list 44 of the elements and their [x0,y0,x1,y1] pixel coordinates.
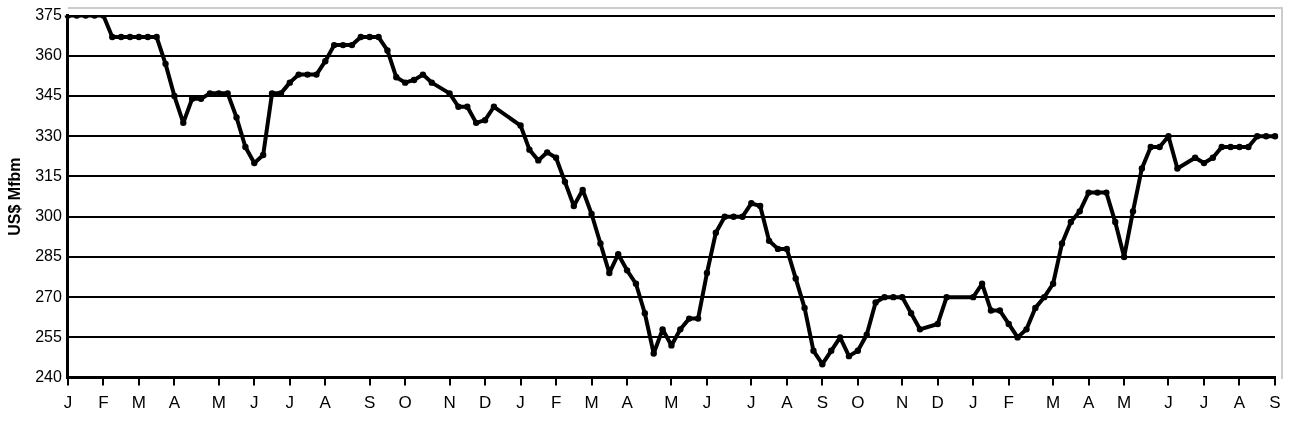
x-tick-label: S [364,393,376,413]
x-tick-label: J [702,393,712,413]
x-tick-label: O [398,393,412,413]
x-tick-label: A [621,393,634,413]
x-tick-label: A [319,393,332,413]
x-tick-label: J [747,393,756,413]
x-tick-label: A [1233,393,1246,413]
y-tick-label: 285 [35,247,62,265]
x-tick-label: S [1269,393,1281,413]
x-tick-label: F [550,393,562,413]
x-tick-label: N [896,393,909,413]
x-tick-label: M [1117,393,1132,413]
y-axis-title: US$ Mfbm [6,157,24,236]
x-tick-label: F [1003,393,1014,413]
y-tick-label: 330 [35,126,62,144]
y-tick-label: 300 [35,207,62,225]
x-tick-label: D [478,393,492,413]
x-tick-label: J [516,393,525,413]
y-tick-label: 375 [35,6,62,24]
x-tick-label: S [816,393,829,413]
x-tick-label: J [250,393,259,413]
x-tick-label: A [168,393,181,413]
x-tick-label: M [131,393,146,413]
x-tick-label: M [211,393,226,413]
x-tick-label: J [285,393,295,413]
x-tick-label: M [584,393,599,413]
y-tick-label: 345 [35,86,62,104]
x-tick-label: J [968,393,978,413]
y-tick-label: 270 [35,287,62,305]
y-tick-label: 360 [35,46,62,64]
x-tick-label: J [1164,393,1173,413]
x-tick-label: M [664,393,679,413]
y-tick-label: 240 [35,368,62,386]
x-tick-label: A [781,393,794,413]
x-tick-label: J [63,393,73,413]
x-tick-label: F [98,393,109,413]
x-tick-label: N [443,393,456,413]
x-tick-label: D [931,393,944,413]
x-tick-label: O [851,393,865,413]
y-tick-label: 315 [35,166,62,184]
y-tick-label: 255 [35,327,62,345]
x-tick-label: J [1199,393,1209,413]
x-tick-label: M [1046,393,1061,413]
x-tick-label: A [1082,393,1095,413]
